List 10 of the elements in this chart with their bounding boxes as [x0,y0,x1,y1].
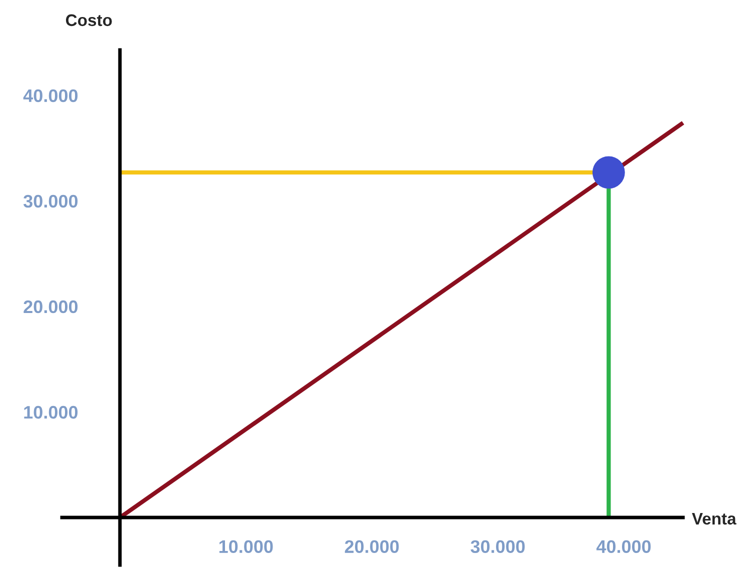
y-tick-label: 40.000 [23,89,78,102]
y-tick-label: 10.000 [24,406,78,419]
x-tick-label: 30.000 [470,540,525,554]
x-tick-label: 10.000 [219,540,273,553]
y-axis-title: Costo [66,14,112,26]
y-tick-label: 20.000 [24,300,78,314]
x-tick-label: 40.000 [596,540,651,553]
y-tick-label: 30.000 [23,194,78,208]
x-tick-label: 20.000 [344,540,399,553]
x-axis-title: Venta [692,512,736,525]
